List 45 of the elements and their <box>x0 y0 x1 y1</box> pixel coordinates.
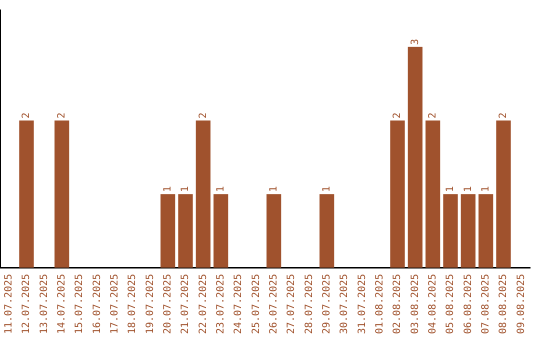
data-label: 1 <box>162 186 174 192</box>
x-tick-label: 01.08.2025 <box>374 274 386 334</box>
data-label: 1 <box>321 186 332 192</box>
data-label: 2 <box>198 112 209 118</box>
x-tick-label: 03.08.2025 <box>410 274 421 334</box>
x-tick-label: 14.07.2025 <box>56 274 68 334</box>
x-tick-label: 30.07.2025 <box>339 274 350 334</box>
x-tick-label: 18.07.2025 <box>127 274 138 334</box>
x-tick-label: 31.07.2025 <box>356 274 368 334</box>
x-tick-label: 21.07.2025 <box>180 274 192 334</box>
data-label: 1 <box>180 186 192 192</box>
x-tick-label: 04.08.2025 <box>427 274 438 334</box>
data-label: 1 <box>268 186 280 192</box>
data-label: 1 <box>215 186 226 192</box>
x-tick-label: 23.07.2025 <box>215 274 226 334</box>
data-label: 3 <box>410 38 421 45</box>
x-tick-label: 08.08.2025 <box>498 274 510 334</box>
x-tick-label: 26.07.2025 <box>268 274 280 334</box>
x-tick-label: 20.07.2025 <box>162 274 174 334</box>
x-tick-label: 02.08.2025 <box>392 274 404 334</box>
data-label: 2 <box>21 112 32 118</box>
x-tick-label: 22.07.2025 <box>198 274 209 334</box>
x-tick-label: 15.07.2025 <box>74 274 86 334</box>
data-label: 1 <box>445 186 456 192</box>
x-tick-label: 11.07.2025 <box>3 274 14 334</box>
x-tick-label: 19.07.2025 <box>144 274 156 334</box>
x-tick-label: 16.07.2025 <box>92 274 103 334</box>
data-label: 2 <box>427 112 438 118</box>
x-tick-label: 12.07.2025 <box>21 274 32 334</box>
x-tick-label: 06.08.2025 <box>462 274 474 334</box>
data-label: 2 <box>392 112 404 118</box>
x-tick-label: 27.07.2025 <box>286 274 298 334</box>
x-tick-label: 17.07.2025 <box>109 274 120 334</box>
x-tick-label: 29.07.2025 <box>321 274 332 334</box>
data-label: 2 <box>56 112 68 118</box>
x-tick-label: 28.07.2025 <box>304 274 315 334</box>
data-label: 1 <box>480 186 492 192</box>
x-tick-label: 24.07.2025 <box>233 274 244 334</box>
x-tick-label: 05.08.2025 <box>445 274 456 334</box>
x-tick-label: 07.08.2025 <box>480 274 492 334</box>
x-tick-label: 09.08.2025 <box>516 274 527 334</box>
data-label: 1 <box>462 186 474 192</box>
x-tick-label: 13.07.2025 <box>38 274 50 334</box>
x-tick-label: 25.07.2025 <box>250 274 262 334</box>
data-label: 2 <box>498 112 510 118</box>
